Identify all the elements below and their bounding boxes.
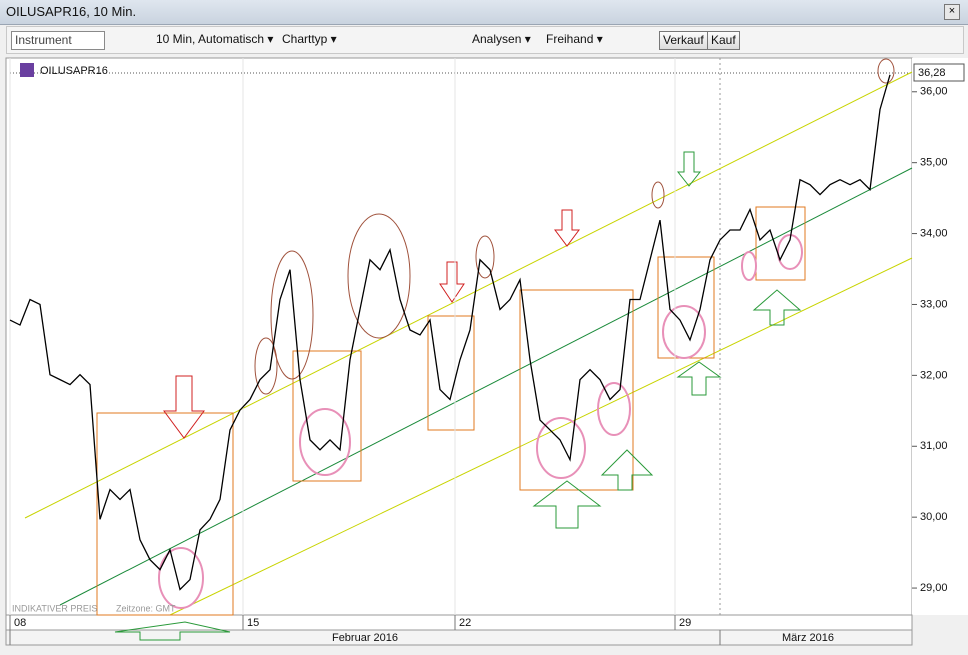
y-tick-label: 30,00 — [920, 511, 948, 523]
freihand-dropdown[interactable]: Freihand ▾ — [546, 32, 603, 46]
interval-dropdown[interactable]: 10 Min, Automatisch ▾ — [156, 32, 274, 46]
x-tick-label: 22 — [459, 617, 471, 629]
last-price-box — [913, 63, 965, 82]
month-label: Februar 2016 — [332, 632, 398, 644]
y-axis-area — [912, 58, 968, 615]
footnote: Zeitzone: GMT — [116, 603, 176, 613]
x-tick-label: 29 — [679, 617, 691, 629]
month-bar — [5, 629, 913, 646]
trend-line — [169, 257, 913, 616]
close-button[interactable]: × — [944, 4, 960, 20]
trend-line — [59, 167, 913, 606]
plot-area — [5, 57, 913, 616]
high-circles — [254, 58, 895, 395]
y-tick-label: 36,00 — [920, 86, 948, 98]
x-tick-label: 08 — [14, 617, 26, 629]
up-arrows — [114, 151, 802, 641]
title-bar: OILUSAPR16, 10 Min. × — [0, 0, 968, 25]
month-label: März 2016 — [782, 632, 834, 644]
buy-button[interactable]: Kauf — [707, 31, 740, 50]
y-tick-label: 35,00 — [920, 157, 948, 169]
window-title: OILUSAPR16, 10 Min. — [6, 4, 137, 19]
y-tick-label: 33,00 — [920, 298, 948, 310]
y-tick-label: 29,00 — [920, 582, 948, 594]
toolbar: Instrument 10 Min, Automatisch ▾ Chartty… — [6, 26, 964, 54]
annotations — [24, 58, 913, 641]
price-line — [9, 74, 891, 591]
low-circles — [158, 234, 803, 609]
y-tick-label: 31,00 — [920, 440, 948, 452]
instrument-input[interactable]: Instrument — [11, 31, 105, 50]
down-arrows — [163, 209, 580, 439]
y-tick-label: 32,00 — [920, 369, 948, 381]
x-tick-label: 15 — [247, 617, 259, 629]
trend-line — [24, 71, 913, 519]
chart: OILUSAPR16 INDIKATIVER PREIS Zeitzone: G… — [5, 57, 968, 646]
charttype-dropdown[interactable]: Charttyp ▾ — [282, 32, 337, 46]
analysen-dropdown[interactable]: Analysen ▾ — [472, 32, 531, 46]
footnote: INDIKATIVER PREIS — [12, 603, 97, 613]
sell-button[interactable]: Verkauf — [659, 31, 708, 50]
legend-entry[interactable]: OILUSAPR16 — [40, 65, 108, 77]
y-tick-label: 34,00 — [920, 227, 948, 239]
last-price: 36,28 — [918, 67, 946, 79]
instrument-icon — [20, 63, 34, 77]
